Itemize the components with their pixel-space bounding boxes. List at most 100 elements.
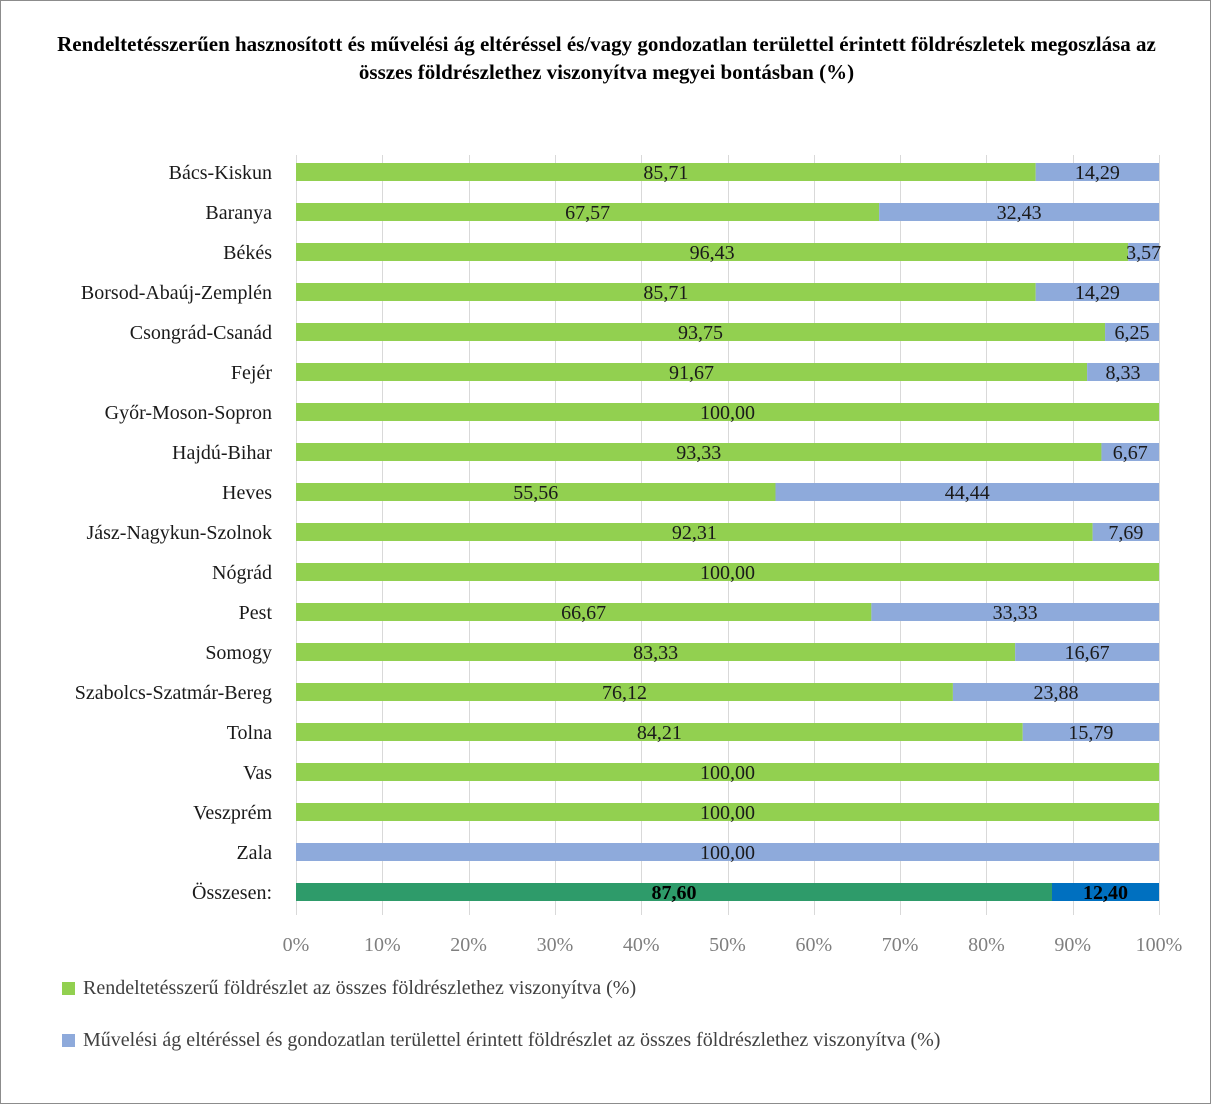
data-label: 6,67 xyxy=(1113,442,1148,464)
x-tick-label: 40% xyxy=(623,934,660,956)
data-label: 14,29 xyxy=(1075,162,1120,184)
category-label: Somogy xyxy=(205,642,272,664)
bar-segment xyxy=(1015,643,1159,661)
data-label: 6,25 xyxy=(1115,322,1150,344)
legend: Rendeltetésszerű földrészlet az összes f… xyxy=(62,972,1202,1076)
category-label: Összesen: xyxy=(192,881,272,904)
category-label: Békés xyxy=(223,242,272,264)
bar-segment xyxy=(296,483,776,501)
data-label: 83,33 xyxy=(633,642,678,664)
data-label: 55,56 xyxy=(513,482,558,504)
category-label: Nógrád xyxy=(212,562,272,584)
category-label: Bács-Kiskun xyxy=(169,162,272,184)
data-label: 93,33 xyxy=(676,442,721,464)
bar-segment xyxy=(296,803,1159,821)
bar-segment xyxy=(296,203,880,221)
data-label: 76,12 xyxy=(602,682,647,704)
data-label: 100,00 xyxy=(700,842,755,864)
x-tick-label: 70% xyxy=(882,934,919,956)
bar-segment xyxy=(296,603,872,621)
data-label: 85,71 xyxy=(643,282,688,304)
data-label: 100,00 xyxy=(700,762,755,784)
bar-segment xyxy=(296,163,1036,181)
category-label: Vas xyxy=(243,762,272,784)
data-label: 44,44 xyxy=(945,482,990,504)
bar-segment xyxy=(296,243,1129,261)
bar-segment xyxy=(296,683,953,701)
data-label: 96,43 xyxy=(690,242,735,264)
category-label: Fejér xyxy=(231,362,272,384)
data-label: 91,67 xyxy=(669,362,714,384)
legend-swatch-blue xyxy=(62,1033,75,1047)
category-label: Zala xyxy=(236,842,272,864)
x-tick-label: 60% xyxy=(795,934,832,956)
bar-segment xyxy=(1087,363,1159,381)
category-label: Pest xyxy=(239,602,273,624)
bar-segment xyxy=(296,403,1159,421)
bar-segment xyxy=(1105,323,1159,341)
category-labels: Bács-Kiskun Baranya Békés Borsod-Abaúj-Zemp… xyxy=(75,162,273,904)
x-tick-label: 90% xyxy=(1054,934,1091,956)
bar-segment xyxy=(1092,523,1159,541)
bar-segment xyxy=(1035,283,1159,301)
data-label: 16,67 xyxy=(1065,642,1110,664)
x-tick-label: 100% xyxy=(1136,934,1183,956)
bar-segment xyxy=(296,883,1052,901)
bar-segment xyxy=(1022,723,1159,741)
bar-segment xyxy=(296,323,1106,341)
bar-segment xyxy=(952,683,1159,701)
bar-segment xyxy=(1128,243,1159,261)
data-label: 87,60 xyxy=(651,882,696,904)
data-label: 100,00 xyxy=(700,802,755,824)
bar-segment xyxy=(775,483,1159,501)
bar-segment xyxy=(1035,163,1159,181)
category-label: Borsod-Abaúj-Zemplén xyxy=(81,282,272,304)
bar-segment xyxy=(296,723,1023,741)
bar-segment xyxy=(871,603,1159,621)
data-label: 8,33 xyxy=(1106,362,1141,384)
x-tick-label: 80% xyxy=(968,934,1005,956)
x-tick-label: 50% xyxy=(709,934,746,956)
bar-segment xyxy=(296,443,1102,461)
category-label: Veszprém xyxy=(193,802,272,824)
legend-label: Rendeltetésszerű földrészlet az összes f… xyxy=(83,976,637,999)
x-tick-label: 30% xyxy=(537,934,574,956)
category-label: Baranya xyxy=(205,202,272,224)
category-label: Csongrád-Csanád xyxy=(130,322,272,344)
bar-segment xyxy=(879,203,1159,221)
x-axis-ticks: 0% 10% 20% 30% 40% 50% 60% 70% 80% 90% 100% xyxy=(283,934,1183,956)
category-label: Győr-Moson-Sopron xyxy=(105,402,272,424)
bar-segment xyxy=(296,283,1036,301)
bar-segment xyxy=(296,843,1159,861)
bar-segment xyxy=(296,763,1159,781)
bar-segment xyxy=(1101,443,1159,461)
data-label: 66,67 xyxy=(561,602,606,624)
data-label: 92,31 xyxy=(672,522,717,544)
data-labels: 85,71 14,29 67,57 32,43 96,43 3,57 85,71 14,29 9… xyxy=(513,162,1161,904)
data-label: 7,69 xyxy=(1108,522,1143,544)
category-label: Szabolcs-Szatmár-Bereg xyxy=(75,682,272,704)
data-label: 33,33 xyxy=(993,602,1038,624)
bar-segment xyxy=(296,523,1093,541)
data-label: 12,40 xyxy=(1083,882,1128,904)
legend-label: Művelési ág eltéréssel és gondozatlan te… xyxy=(83,1028,941,1051)
data-label: 84,21 xyxy=(637,722,682,744)
x-tick-label: 0% xyxy=(283,934,310,956)
data-label: 100,00 xyxy=(700,402,755,424)
data-label: 67,57 xyxy=(565,202,610,224)
category-label: Hajdú-Bihar xyxy=(172,442,272,464)
data-label: 93,75 xyxy=(678,322,723,344)
data-label: 23,88 xyxy=(1033,682,1078,704)
data-label: 14,29 xyxy=(1075,282,1120,304)
data-label: 100,00 xyxy=(700,562,755,584)
bars xyxy=(296,163,1159,901)
chart-title: Rendeltetésszerűen hasznosított és művel… xyxy=(57,32,1156,84)
legend-item-muvelesi-ag: Művelési ág eltéréssel és gondozatlan te… xyxy=(62,1024,1202,1056)
data-label: 32,43 xyxy=(997,202,1042,224)
x-tick-label: 20% xyxy=(450,934,487,956)
category-label: Jász-Nagykun-Szolnok xyxy=(86,522,272,544)
x-tick-label: 10% xyxy=(364,934,401,956)
data-label: 3,57 xyxy=(1126,242,1161,264)
